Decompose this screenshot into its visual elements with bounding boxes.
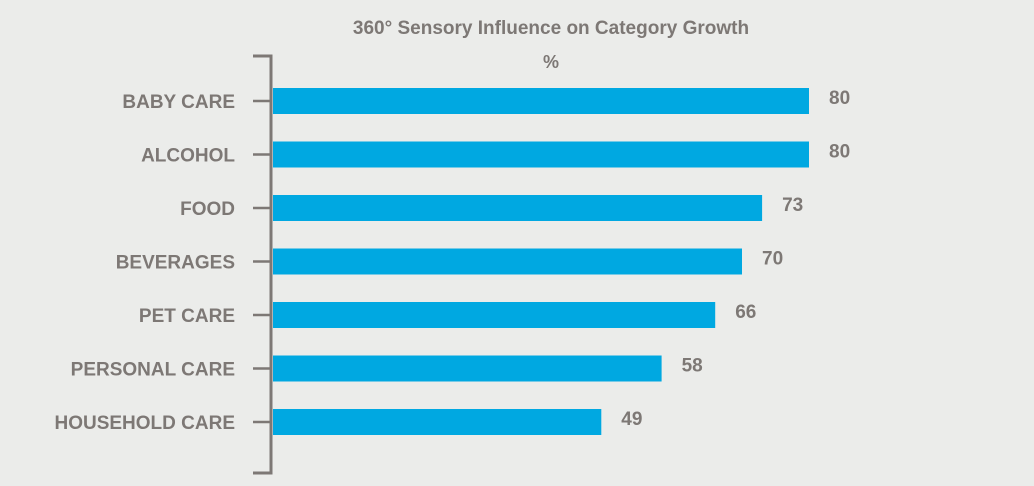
chart-title: 360° Sensory Influence on Category Growt… [353, 18, 749, 39]
category-label: PET CARE [139, 306, 235, 327]
value-label: 73 [782, 195, 803, 216]
bars-group: 80 80 73 70 66 58 49 [273, 88, 850, 435]
value-label: 66 [735, 302, 756, 323]
bar [273, 302, 716, 328]
category-label: HOUSEHOLD CARE [54, 413, 235, 434]
category-label: BABY CARE [122, 92, 235, 113]
value-label: 49 [621, 409, 642, 430]
value-label: 70 [762, 249, 783, 270]
category-label: PERSONAL CARE [71, 360, 235, 381]
bar [273, 248, 742, 275]
bar [273, 195, 763, 221]
bar [273, 88, 809, 114]
category-label: FOOD [180, 199, 235, 220]
axis-unit-label: % [543, 52, 559, 72]
category-axis: BABY CARE ALCOHOL FOOD BEVERAGES PET CARE PER… [54, 54, 273, 475]
category-label: BEVERAGES [116, 253, 235, 274]
bar [273, 141, 809, 168]
bar [273, 355, 662, 382]
category-label: ALCOHOL [141, 146, 235, 167]
value-label: 80 [829, 142, 850, 163]
value-label: 80 [829, 88, 850, 109]
bar [273, 409, 602, 435]
value-label: 58 [682, 356, 703, 377]
